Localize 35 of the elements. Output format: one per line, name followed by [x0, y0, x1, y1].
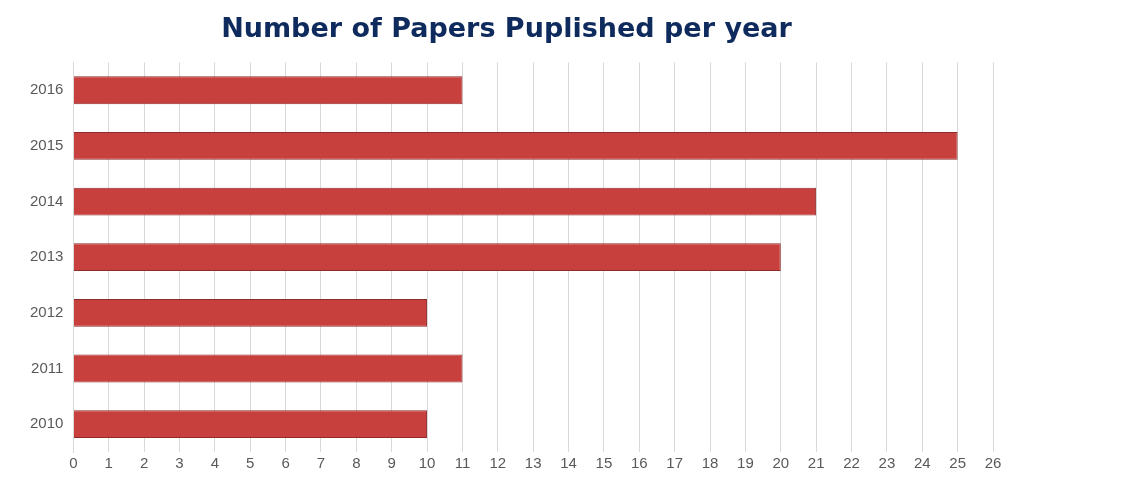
x-tick-label: 24 [913, 454, 931, 472]
x-tick-label: 23 [878, 454, 896, 472]
x-tick-label: 22 [843, 454, 860, 472]
x-tick-label: 19 [737, 454, 754, 472]
x-tick-label: 12 [489, 454, 507, 472]
x-tick-label: 13 [524, 454, 542, 472]
x-tick-label: 7 [316, 454, 326, 472]
y-tick-label: 2011 [31, 358, 64, 376]
x-tick-label: 8 [352, 454, 361, 472]
y-tick-label: 2014 [29, 191, 64, 209]
x-tick-label: 9 [387, 454, 396, 472]
y-tick-label: 2012 [29, 303, 64, 320]
x-tick-label: 3 [175, 454, 184, 472]
x-tick-label: 18 [701, 454, 719, 472]
x-tick-label: 26 [984, 454, 1002, 472]
x-tick-label: 0 [69, 454, 78, 472]
x-tick-label: 2 [139, 454, 149, 472]
x-tick-label: 15 [595, 454, 613, 472]
y-tick-label: 2010 [29, 414, 64, 432]
y-tick-label: 2013 [29, 247, 64, 265]
x-tick-label: 25 [949, 454, 966, 472]
x-tick-label: 14 [560, 454, 577, 472]
x-tick-label: 11 [454, 454, 471, 472]
y-tick-label: 2016 [29, 80, 64, 98]
x-tick-label: 21 [807, 454, 825, 472]
x-tick-label: 16 [630, 454, 648, 472]
x-tick-label: 5 [246, 454, 255, 472]
y-tick-label: 2015 [29, 136, 64, 154]
x-tick-label: 4 [210, 454, 220, 472]
x-tick-label: 1 [104, 454, 113, 472]
x-tick-label: 10 [418, 454, 436, 472]
x-tick-label: 6 [281, 454, 290, 472]
x-tick-label: 20 [772, 454, 790, 472]
chart-title: Number of Papers Puplished per year [221, 12, 793, 44]
x-tick-label: 17 [666, 454, 684, 472]
